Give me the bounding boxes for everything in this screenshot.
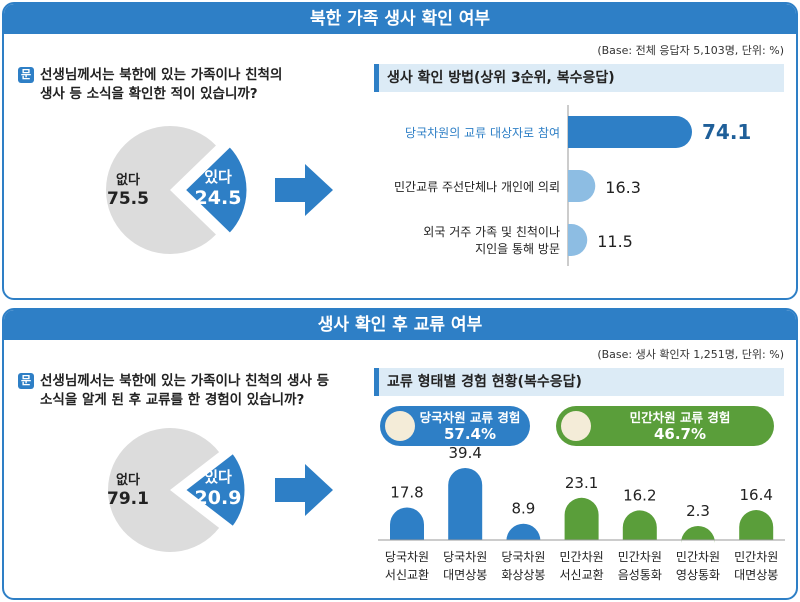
bar [568,116,692,148]
bar-label: 당국차원의 교류 대상자로 참여 [405,126,560,140]
building-icon [561,411,591,441]
bar-value: 39.4 [448,444,481,462]
bar-value: 2.3 [686,502,710,520]
pie-value-yes: 24.5 [195,187,242,209]
bar-label: 화상상봉 [501,568,545,582]
bar-label: 당국차원 [443,550,487,564]
pie-slice-no [107,428,220,552]
arrow-right-icon [275,164,333,216]
pie-value-no: 75.5 [107,189,149,209]
bar [564,497,599,540]
pie-label-no: 없다 [116,472,140,488]
bar-label: 민간교류 주선단체나 개인에 의뢰 [394,180,560,194]
pie-value-yes: 20.9 [195,487,242,509]
bar-value: 11.5 [597,232,633,251]
bar-label: 당국차원 [385,550,429,564]
bar [390,507,424,540]
bar-label: 민간차원 [734,550,778,564]
bar [448,468,483,540]
pie-label-yes: 있다 [204,168,232,186]
bar-label: 음성통화 [618,568,662,582]
section-title: 북한 가족 생사 확인 여부 [4,4,796,34]
bar-label: 민간차원 [618,550,662,564]
subtitle: 교류 형태별 경험 현황(복수응답) [374,368,784,396]
question: 문 선생님께서는 북한에 있는 가족이나 친척의 생사 등 소식을 알게 된 후 교… [18,372,329,410]
bar-label: 대면상봉 [734,568,778,582]
pie-slice-yes [181,450,248,530]
question: 문 선생님께서는 북한에 있는 가족이나 친척의 생사 등 소식을 확인한 적이 있… [18,66,282,104]
bar-label: 당국차원 [501,550,545,564]
bar-label: 대면상봉 [443,568,487,582]
bar-value: 16.4 [739,486,772,504]
bar [622,510,657,540]
bar-label: 서신교환 [385,568,429,582]
bar-value: 23.1 [565,474,598,492]
arrow-right-icon [275,464,333,516]
base-note: (Base: 생사 확인자 1,251명, 단위: %) [597,348,784,361]
bar-value: 74.1 [702,120,751,144]
subtitle: 생사 확인 방법(상위 3순위, 복수응답) [374,64,784,92]
bar [568,170,596,202]
base-note: (Base: 전체 응답자 5,103명, 단위: %) [597,44,784,57]
bar-value: 16.3 [605,178,641,197]
bar-label: 민간차원 [560,550,604,564]
bar-label: 서신교환 [560,568,604,582]
bar-label: 영상통화 [676,568,720,582]
bar [739,510,774,540]
pill-civilian: 민간차원 교류 경험 46.7% [556,406,774,446]
bar-value: 17.8 [390,483,423,501]
pill-government: 당국차원 교류 경험 57.4% [380,406,530,446]
bar [681,526,715,543]
pie-label-no: 없다 [116,172,140,188]
bar-label: 외국 거주 가족 및 친척이나 [423,225,560,239]
bar [568,224,588,256]
bar-value: 8.9 [511,500,535,518]
bar-label: 민간차원 [676,550,720,564]
question-icon: 문 [18,67,34,83]
bar-value: 16.2 [623,486,656,504]
section-title: 생사 확인 후 교류 여부 [4,310,796,340]
pie-label-yes: 있다 [204,468,232,486]
building-icon [385,411,415,441]
question-icon: 문 [18,373,34,389]
pie-slice-no [106,125,216,254]
bar-label: 지인을 통해 방문 [475,242,560,256]
pie-value-no: 79.1 [107,489,149,509]
bar [506,523,541,541]
pie-slice-yes [181,143,250,237]
